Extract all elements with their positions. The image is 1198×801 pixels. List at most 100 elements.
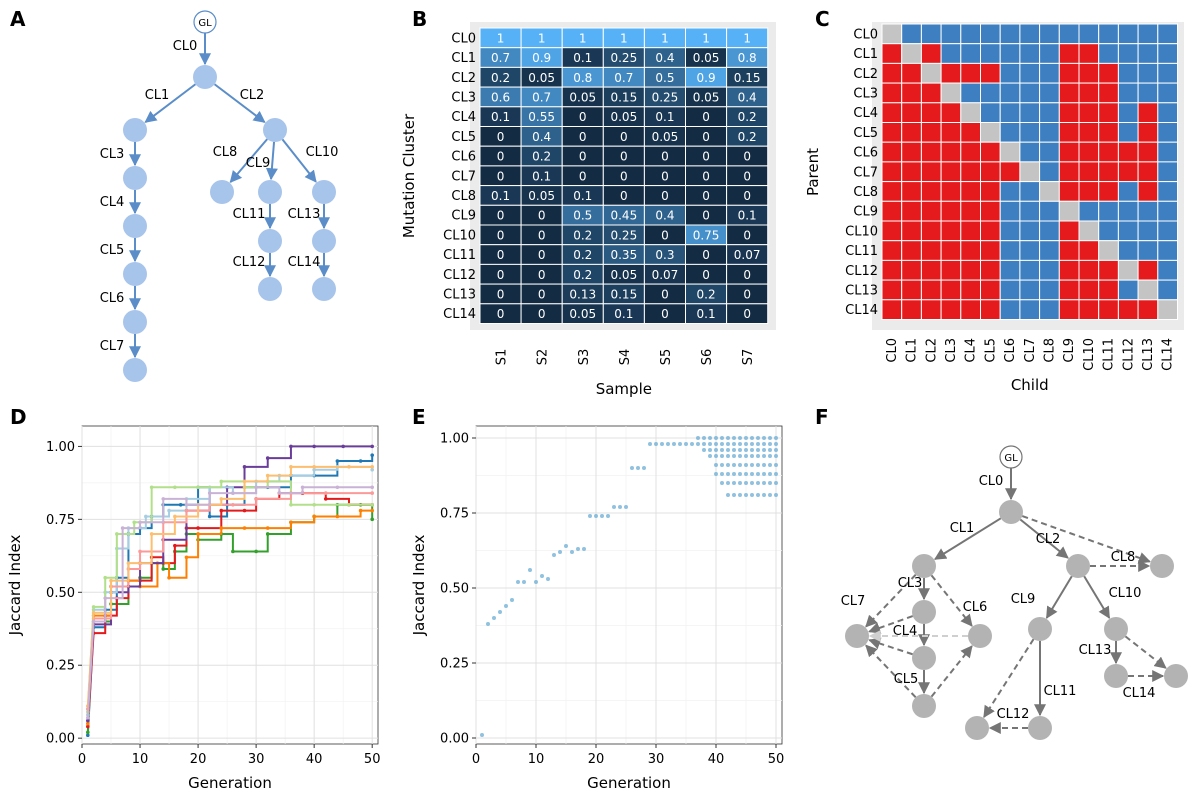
x-tick-label: S7 xyxy=(741,349,756,366)
matrix-cell xyxy=(1137,240,1159,261)
node-cl2 xyxy=(1066,554,1090,578)
matrix-cell xyxy=(1117,122,1139,143)
node-cl8 xyxy=(210,180,234,204)
y-tick-label: CL7 xyxy=(853,165,878,180)
matrix-cell xyxy=(1058,299,1080,320)
matrix-cell xyxy=(1117,23,1139,45)
scatter-point xyxy=(714,463,718,467)
cell-value-label: 0.2 xyxy=(532,150,551,164)
matrix-cell xyxy=(1157,62,1179,84)
scatter-point xyxy=(612,505,616,509)
matrix-cell xyxy=(1098,141,1119,163)
cell-value-label: 0.4 xyxy=(655,209,674,223)
matrix-cell xyxy=(980,259,1001,281)
matrix-cell xyxy=(1098,181,1119,202)
matrix-cell xyxy=(1019,161,1041,183)
matrix-cell xyxy=(960,62,981,84)
root-node-label: GL xyxy=(1004,453,1018,464)
series-point xyxy=(219,497,224,501)
matrix-cell xyxy=(960,122,981,143)
matrix-cell xyxy=(1098,102,1119,124)
scatter-point xyxy=(744,448,748,452)
scatter-point xyxy=(726,493,730,497)
series-point xyxy=(91,619,96,624)
series-point xyxy=(370,467,374,472)
series-point xyxy=(178,502,183,507)
matrix-cell xyxy=(1019,259,1041,281)
cell-value-label: 0 xyxy=(497,169,505,183)
matrix-cell xyxy=(940,259,962,281)
matrix-cell xyxy=(920,141,942,163)
scatter-point xyxy=(714,472,718,476)
panel-d-line-chart: 0 10 20 30 40 50 0.00 0.25 0.50 0.75 1.00 Generatio… xyxy=(6,425,380,792)
matrix-cell xyxy=(980,161,1001,183)
edge-label-cl2: CL2 xyxy=(240,88,265,103)
cell-value-label: 0 xyxy=(538,268,546,282)
scatter-point xyxy=(696,442,700,446)
x-tick-label: 50 xyxy=(768,752,785,767)
node-cl6 xyxy=(968,624,992,648)
matrix-cell xyxy=(940,279,962,301)
series-point xyxy=(173,514,177,519)
series-point xyxy=(86,733,90,738)
cell-value-label: 0 xyxy=(620,150,628,164)
series-point xyxy=(173,485,177,490)
cell-value-label: 1 xyxy=(579,31,587,45)
edge-CL3-CL7 xyxy=(868,615,914,634)
matrix-cell xyxy=(1157,141,1179,163)
scatter-point xyxy=(714,436,718,440)
cell-value-label: 0 xyxy=(702,130,710,144)
series-point xyxy=(265,526,270,530)
node-cl7 xyxy=(123,358,147,382)
scatter-point xyxy=(732,454,736,458)
matrix-cell xyxy=(1117,181,1139,202)
scatter-point xyxy=(714,448,718,452)
matrix-cell xyxy=(940,23,962,45)
x-tick-label: 10 xyxy=(132,752,149,767)
cell-value-label: 0.9 xyxy=(697,71,716,85)
matrix-cell xyxy=(1117,259,1139,281)
y-tick-label: CL4 xyxy=(451,110,476,125)
y-tick-label: CL5 xyxy=(451,130,476,145)
x-tick-label: 0 xyxy=(472,752,480,767)
cell-value-label: 0 xyxy=(497,287,505,301)
matrix-cell xyxy=(881,259,903,281)
matrix-cell xyxy=(1137,279,1159,301)
matrix-cell xyxy=(1058,279,1080,301)
series-point xyxy=(265,532,270,536)
scatter-point xyxy=(708,454,712,458)
node-cl14 xyxy=(312,277,336,301)
x-tick-label: CL8 xyxy=(1042,338,1057,363)
matrix-cell xyxy=(940,181,962,202)
cell-value-label: 1 xyxy=(702,31,710,45)
scatter-point xyxy=(534,580,538,584)
matrix-cell xyxy=(901,220,922,242)
matrix-cell xyxy=(1157,279,1179,301)
matrix-cell xyxy=(940,240,962,261)
scatter-point xyxy=(516,580,520,584)
series-point xyxy=(167,508,171,513)
node-cl4 xyxy=(123,214,147,238)
y-tick-label: 0.00 xyxy=(46,732,75,747)
series-point xyxy=(231,549,235,554)
scatter-point xyxy=(738,481,742,485)
edge-label-cl10: CL10 xyxy=(1109,586,1142,601)
matrix-cell xyxy=(980,181,1001,202)
cell-value-label: 0 xyxy=(743,150,751,164)
edge-CL0-CL1 xyxy=(934,517,1002,560)
cell-value-label: 0.7 xyxy=(614,71,633,85)
cell-value-label: 0.5 xyxy=(573,209,592,223)
series-point xyxy=(149,485,154,490)
matrix-cell xyxy=(1019,43,1041,64)
matrix-cell xyxy=(1039,23,1060,45)
cell-value-label: 0.15 xyxy=(610,90,637,104)
matrix-cell xyxy=(881,299,903,320)
cell-value-label: 0.35 xyxy=(610,248,637,262)
matrix-cell xyxy=(1157,259,1179,281)
cell-value-label: 0.1 xyxy=(532,169,551,183)
matrix-cell xyxy=(1137,181,1159,202)
matrix-cell xyxy=(920,181,942,202)
scatter-point xyxy=(762,493,766,497)
matrix-cell xyxy=(901,299,922,320)
